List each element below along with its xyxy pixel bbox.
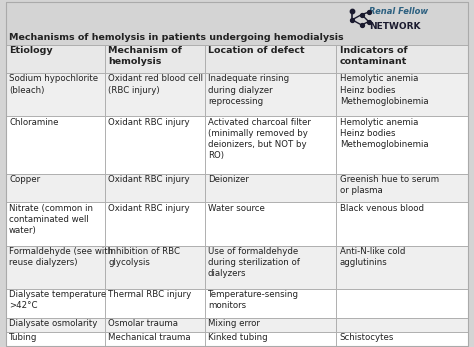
Text: Mechanism of
hemolysis: Mechanism of hemolysis bbox=[109, 46, 182, 66]
Text: Mixing error: Mixing error bbox=[208, 319, 260, 328]
Bar bbox=[205, 45, 337, 73]
Bar bbox=[6, 73, 105, 116]
Text: Anti-N-like cold
agglutinins: Anti-N-like cold agglutinins bbox=[340, 247, 405, 267]
Text: Nitrate (common in
contaminated well
water): Nitrate (common in contaminated well wat… bbox=[9, 204, 93, 235]
Bar bbox=[6, 332, 105, 346]
Bar bbox=[105, 203, 205, 246]
Bar bbox=[105, 116, 205, 174]
Text: Renal Fellow: Renal Fellow bbox=[369, 7, 428, 16]
Text: Indicators of
contaminant: Indicators of contaminant bbox=[340, 46, 408, 66]
Text: Inhibition of RBC
glycolysis: Inhibition of RBC glycolysis bbox=[109, 247, 181, 267]
Bar bbox=[337, 45, 468, 73]
Bar bbox=[337, 73, 468, 116]
Bar bbox=[205, 318, 337, 332]
Bar bbox=[6, 116, 105, 174]
Text: Use of formaldehyde
during sterilization of
dialyzers: Use of formaldehyde during sterilization… bbox=[208, 247, 300, 278]
Text: Greenish hue to serum
or plasma: Greenish hue to serum or plasma bbox=[340, 175, 439, 195]
Bar bbox=[337, 203, 468, 246]
Text: Formaldehyde (see with
reuse dialyzers): Formaldehyde (see with reuse dialyzers) bbox=[9, 247, 113, 267]
Bar bbox=[105, 45, 205, 73]
Text: Water source: Water source bbox=[208, 204, 265, 213]
Bar bbox=[6, 45, 105, 73]
Bar bbox=[205, 116, 337, 174]
Bar bbox=[205, 203, 337, 246]
Text: Dialysate temperature
>42°C: Dialysate temperature >42°C bbox=[9, 290, 106, 310]
Text: Thermal RBC injury: Thermal RBC injury bbox=[109, 290, 191, 299]
Bar bbox=[205, 174, 337, 203]
Point bbox=[365, 19, 373, 24]
Bar bbox=[337, 246, 468, 289]
Bar bbox=[205, 289, 337, 318]
Bar bbox=[105, 174, 205, 203]
Text: Etiology: Etiology bbox=[9, 46, 53, 55]
Bar bbox=[337, 332, 468, 346]
Bar bbox=[105, 73, 205, 116]
Bar bbox=[105, 289, 205, 318]
Bar bbox=[205, 73, 337, 116]
Point bbox=[365, 9, 373, 15]
Text: Sodium hypochlorite
(bleach): Sodium hypochlorite (bleach) bbox=[9, 75, 98, 94]
Bar bbox=[6, 289, 105, 318]
Point bbox=[348, 17, 356, 23]
Bar bbox=[105, 332, 205, 346]
Text: Location of defect: Location of defect bbox=[208, 46, 305, 55]
Text: Deionizer: Deionizer bbox=[208, 175, 249, 184]
Point bbox=[358, 12, 365, 17]
Bar bbox=[6, 203, 105, 246]
Text: Mechanisms of hemolysis in patients undergoing hemodialysis: Mechanisms of hemolysis in patients unde… bbox=[9, 33, 344, 42]
Bar bbox=[6, 246, 105, 289]
Bar bbox=[205, 246, 337, 289]
Point bbox=[348, 8, 356, 14]
Bar bbox=[6, 318, 105, 332]
Text: Tubing: Tubing bbox=[9, 333, 37, 342]
Text: Activated charcoal filter
(minimally removed by
deionizers, but NOT by
RO): Activated charcoal filter (minimally rem… bbox=[208, 118, 311, 160]
Text: Oxidant RBC injury: Oxidant RBC injury bbox=[109, 118, 190, 127]
Text: Dialysate osmolarity: Dialysate osmolarity bbox=[9, 319, 97, 328]
Text: Chloramine: Chloramine bbox=[9, 118, 58, 127]
Text: Schistocytes: Schistocytes bbox=[340, 333, 394, 342]
Text: Mechanical trauma: Mechanical trauma bbox=[109, 333, 191, 342]
Bar bbox=[6, 2, 468, 45]
Text: Hemolytic anemia
Heinz bodies
Methemoglobinemia: Hemolytic anemia Heinz bodies Methemoglo… bbox=[340, 75, 428, 105]
Bar bbox=[337, 289, 468, 318]
Text: Hemolytic anemia
Heinz bodies
Methemoglobinemia: Hemolytic anemia Heinz bodies Methemoglo… bbox=[340, 118, 428, 149]
Text: Copper: Copper bbox=[9, 175, 40, 184]
Text: Osmolar trauma: Osmolar trauma bbox=[109, 319, 179, 328]
Text: Oxidant RBC injury: Oxidant RBC injury bbox=[109, 204, 190, 213]
Text: Oxidant RBC injury: Oxidant RBC injury bbox=[109, 175, 190, 184]
Text: Temperature-sensing
monitors: Temperature-sensing monitors bbox=[208, 290, 299, 310]
Bar bbox=[6, 174, 105, 203]
Bar bbox=[337, 318, 468, 332]
Bar bbox=[337, 174, 468, 203]
Text: NETWORK: NETWORK bbox=[369, 22, 420, 31]
Text: Black venous blood: Black venous blood bbox=[340, 204, 424, 213]
Bar bbox=[105, 246, 205, 289]
Text: Inadequate rinsing
during dialyzer
reprocessing: Inadequate rinsing during dialyzer repro… bbox=[208, 75, 289, 105]
Bar bbox=[205, 332, 337, 346]
Text: Oxidant red blood cell
(RBC injury): Oxidant red blood cell (RBC injury) bbox=[109, 75, 203, 94]
Point bbox=[358, 22, 365, 28]
Bar bbox=[337, 116, 468, 174]
Text: Kinked tubing: Kinked tubing bbox=[208, 333, 267, 342]
Bar bbox=[105, 318, 205, 332]
